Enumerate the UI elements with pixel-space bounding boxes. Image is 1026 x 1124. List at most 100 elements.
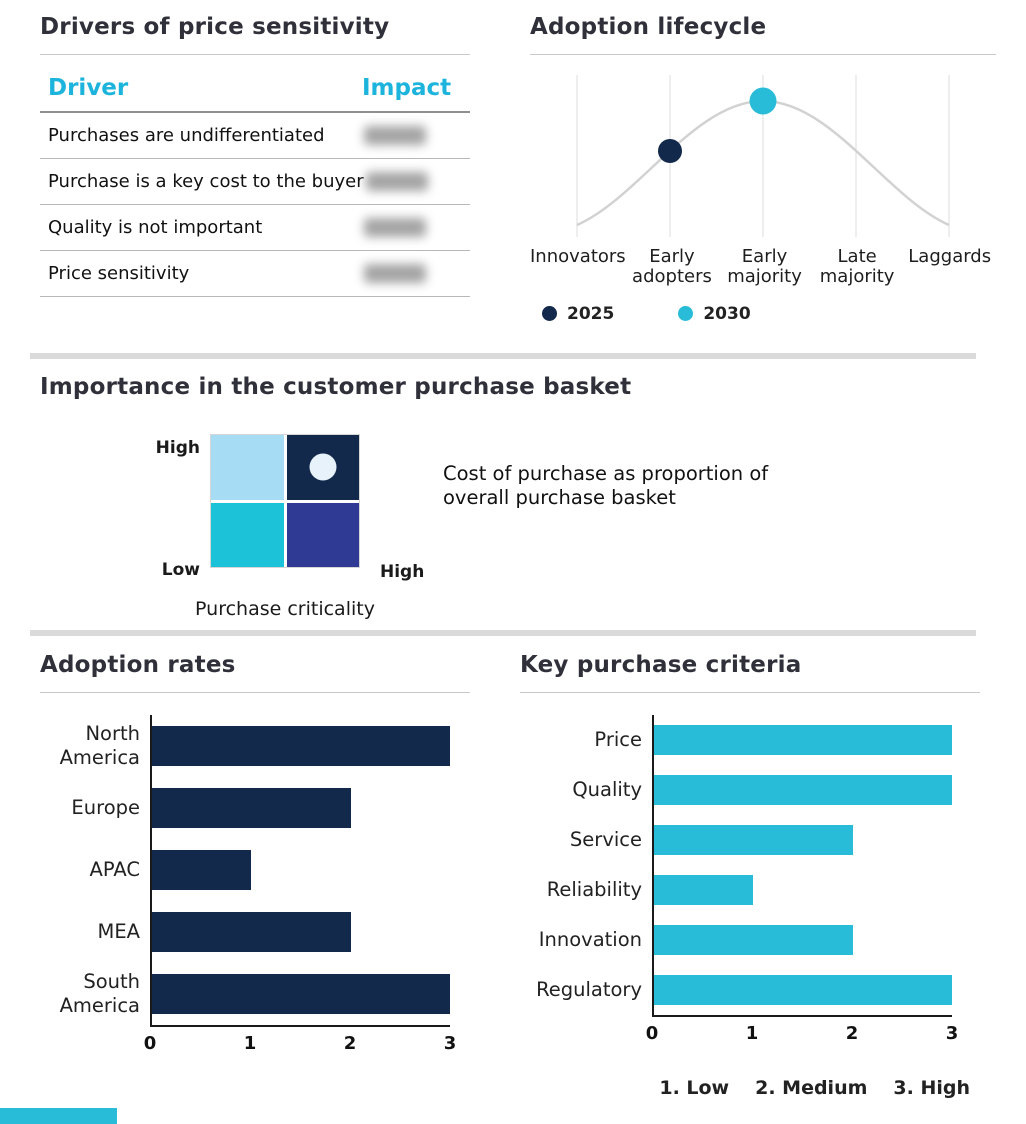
x-axis-tick: 1 xyxy=(745,1022,759,1044)
bar xyxy=(654,874,754,905)
table-row: Price sensitivity xyxy=(40,251,470,297)
annotation-text: Cost of purchase as proportion of overal… xyxy=(443,462,769,510)
bar-category-label: Reliability xyxy=(546,877,642,901)
quadrant-top-right xyxy=(286,435,359,500)
impact-cell xyxy=(362,125,462,145)
adoption-rates-panel: Adoption rates North America Europe APAC ME… xyxy=(40,652,470,1061)
bar-chart-rows: Price Quality Service Reliability Innovation… xyxy=(520,714,980,1015)
panel-title: Adoption rates xyxy=(40,652,470,693)
bar-category-label: Quality xyxy=(572,777,642,801)
bar-row: Regulatory xyxy=(520,964,980,1015)
bar-category-label: Europe xyxy=(71,795,140,819)
y-axis-min-label: Low xyxy=(161,560,200,580)
legend-label: 2030 xyxy=(703,303,751,324)
bar-category-label: Innovation xyxy=(538,927,642,951)
footnote-item: 3. High xyxy=(893,1076,970,1099)
bar xyxy=(654,974,952,1005)
column-header-driver: Driver xyxy=(48,74,129,101)
purchase-basket-section: Importance in the customer purchase bask… xyxy=(40,374,986,620)
section-divider xyxy=(30,630,976,636)
x-axis-tick: 3 xyxy=(945,1022,959,1044)
panel-title: Drivers of price sensitivity xyxy=(40,14,470,55)
legend-item: 2025 xyxy=(542,304,614,324)
legend-dot xyxy=(542,306,557,322)
drivers-of-price-sensitivity-panel: Drivers of price sensitivity Driver Impa… xyxy=(40,14,470,297)
bar-track xyxy=(150,714,450,777)
y-axis-max-label: High xyxy=(155,438,200,458)
section-title: Importance in the customer purchase bask… xyxy=(40,374,632,400)
bar-category-label: Regulatory xyxy=(536,977,642,1001)
bar xyxy=(152,849,252,890)
adoption-lifecycle-panel: Adoption lifecycle Innovators Early adopt… xyxy=(530,14,996,324)
table-row: Purchase is a key cost to the buyer xyxy=(40,159,470,205)
driver-cell: Quality is not important xyxy=(48,216,263,238)
x-axis-category-label: Late majority xyxy=(819,245,895,288)
bar-track xyxy=(652,714,952,765)
x-axis-category-label: Laggards xyxy=(908,245,992,267)
bar-row: Europe xyxy=(40,776,470,839)
table-header-row: Driver Impact xyxy=(40,55,470,113)
bar-category-label: Price xyxy=(594,727,642,751)
x-axis-tick: 1 xyxy=(243,1032,257,1054)
bar-category-label: MEA xyxy=(97,919,141,943)
bar-category-label: North America xyxy=(59,722,140,769)
legend-label: 2025 xyxy=(567,303,615,324)
bar-row: South America xyxy=(40,962,470,1025)
x-axis-ticks: 0 1 2 3 xyxy=(646,1022,959,1051)
marker-2030-dot xyxy=(749,87,777,115)
panel-title: Key purchase criteria xyxy=(520,652,980,693)
x-axis-line xyxy=(150,1024,450,1027)
bar xyxy=(654,774,952,805)
x-axis-title: Purchase criticality xyxy=(195,598,375,620)
x-axis-max-label: High xyxy=(380,562,425,582)
lifecycle-curve-plot xyxy=(576,74,950,237)
two-by-two-matrix xyxy=(210,434,360,568)
x-axis-category-label: Innovators xyxy=(530,245,626,267)
quadrant-bottom-left xyxy=(211,502,284,567)
driver-cell: Purchase is a key cost to the buyer xyxy=(48,170,364,192)
bar-category-label: South America xyxy=(59,970,140,1017)
x-axis-tick: 2 xyxy=(343,1032,357,1054)
table-row: Quality is not important xyxy=(40,205,470,251)
impact-cell xyxy=(364,171,462,191)
bar-category-label: Service xyxy=(569,827,642,851)
bar-row: Reliability xyxy=(520,864,980,915)
bar-track xyxy=(652,964,952,1015)
bar xyxy=(152,911,351,952)
bar-track xyxy=(652,814,952,865)
footnote-item: 1. Low xyxy=(659,1076,730,1099)
bar xyxy=(654,924,853,955)
x-axis-tick: 0 xyxy=(645,1022,659,1044)
bar-row: Price xyxy=(520,714,980,765)
chart-legend: 2025 2030 xyxy=(530,304,996,324)
bar-track xyxy=(150,776,450,839)
lifecycle-x-axis-labels: Innovators Early adopters Early majority La… xyxy=(530,245,996,288)
bar-chart-rows: North America Europe APAC MEA South America xyxy=(40,714,470,1025)
driver-cell: Purchases are undifferentiated xyxy=(48,124,325,146)
table-body: Purchases are undifferentiated Purchase i… xyxy=(40,113,470,297)
impact-value-redacted xyxy=(364,263,426,283)
bar-track xyxy=(652,864,952,915)
bar xyxy=(654,724,952,755)
bar-category-label: APAC xyxy=(89,857,140,881)
bar xyxy=(654,824,853,855)
bar-row: Service xyxy=(520,814,980,865)
driver-cell: Price sensitivity xyxy=(48,262,190,284)
quadrant-top-left xyxy=(211,435,284,500)
bar-row: North America xyxy=(40,714,470,777)
marker-2025-dot xyxy=(658,138,682,163)
accent-strip xyxy=(0,1108,117,1124)
quadrant-bottom-right xyxy=(286,502,359,567)
footnote-item: 2. Medium xyxy=(755,1076,868,1099)
impact-value-redacted xyxy=(364,125,426,145)
scale-footnote: 1. Low 2. Medium 3. High xyxy=(520,1077,980,1099)
impact-value-redacted xyxy=(365,171,428,191)
bar-row: MEA xyxy=(40,900,470,963)
impact-value-redacted xyxy=(364,217,426,237)
x-axis-category-label: Early adopters xyxy=(632,245,712,288)
x-axis-line xyxy=(652,1014,952,1017)
key-purchase-criteria-panel: Key purchase criteria Price Quality Servic… xyxy=(520,652,980,1099)
bar-row: APAC xyxy=(40,838,470,901)
x-axis-category-label: Early majority xyxy=(727,245,802,288)
